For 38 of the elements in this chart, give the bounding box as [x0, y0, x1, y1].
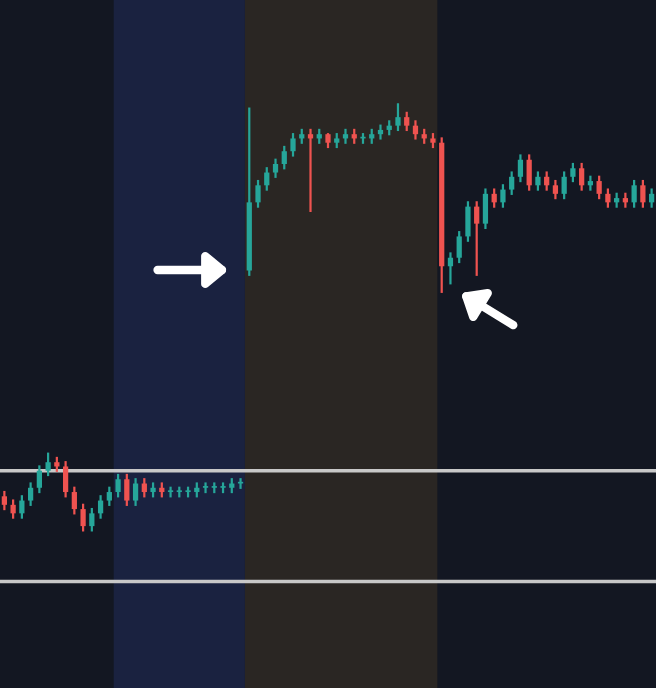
- candlestick: [71, 486, 77, 515]
- candlestick: [640, 179, 646, 208]
- candlestick: [456, 231, 462, 264]
- candlestick: [377, 124, 384, 140]
- candlestick: [631, 179, 637, 208]
- candlestick: [255, 179, 261, 208]
- candlestick: [220, 482, 226, 494]
- candlestick: [474, 201, 480, 276]
- candlestick: [500, 184, 506, 208]
- candlestick: [482, 188, 489, 230]
- candlestick: [89, 507, 95, 532]
- candlestick: [517, 154, 524, 183]
- candlestick: [281, 145, 287, 170]
- candlestick: [561, 171, 567, 200]
- candlestick: [97, 495, 104, 519]
- candlestick: [579, 162, 585, 191]
- candlestick: [264, 167, 270, 191]
- candlestick: [509, 171, 515, 195]
- candlestick: [596, 175, 602, 200]
- candlestick: [124, 473, 130, 506]
- candlestick: [290, 133, 296, 157]
- candlestick: [307, 128, 314, 212]
- candlestick: [115, 473, 121, 498]
- candlestick: [465, 201, 471, 242]
- candlestick: [395, 103, 401, 132]
- candlestick: [587, 175, 594, 191]
- candlestick: [202, 482, 209, 494]
- candlestick: [342, 128, 349, 144]
- candlestick: [132, 478, 139, 506]
- candlestick: [167, 486, 174, 498]
- candlestick: [19, 495, 25, 519]
- candlestick: [526, 154, 532, 191]
- candlestick: [62, 461, 69, 498]
- candlestick: [27, 482, 34, 506]
- candlestick: [80, 503, 86, 532]
- candlestick: [36, 465, 42, 494]
- candlestick: [45, 452, 51, 477]
- candlestick: [237, 478, 244, 489]
